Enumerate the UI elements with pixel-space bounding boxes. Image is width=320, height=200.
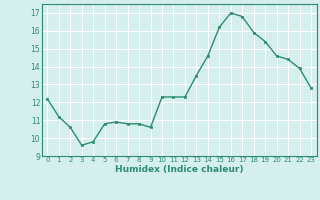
X-axis label: Humidex (Indice chaleur): Humidex (Indice chaleur) — [115, 165, 244, 174]
